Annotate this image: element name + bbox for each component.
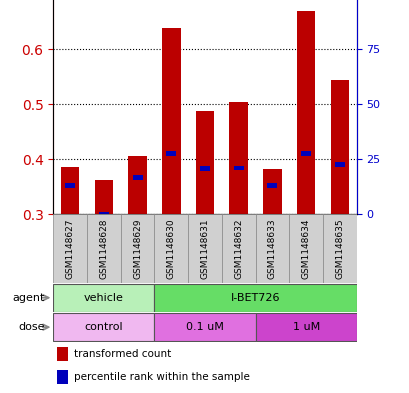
Text: 1 uM: 1 uM (292, 322, 319, 332)
Bar (61, 167, 79, 214)
Bar (120, 214, 154, 283)
Bar (53, 313, 154, 341)
Bar (296, 11, 315, 214)
Text: GSM1148629: GSM1148629 (133, 219, 142, 279)
Bar (53, 284, 154, 312)
Bar (229, 103, 247, 214)
Bar (154, 284, 356, 312)
Text: dose: dose (18, 322, 45, 332)
Bar (56, 370, 68, 384)
Bar (322, 214, 356, 283)
Text: transformed count: transformed count (73, 349, 171, 359)
Text: agent: agent (13, 293, 45, 303)
Bar (188, 214, 221, 283)
Text: GSM1148633: GSM1148633 (267, 218, 276, 279)
Bar (166, 151, 176, 156)
Bar (255, 313, 356, 341)
Text: GSM1148627: GSM1148627 (65, 219, 74, 279)
Text: GSM1148632: GSM1148632 (234, 219, 243, 279)
Bar (53, 214, 87, 283)
Bar (263, 169, 281, 214)
Bar (233, 166, 243, 170)
Bar (56, 347, 68, 361)
Bar (132, 175, 142, 180)
Bar (154, 214, 188, 283)
Bar (221, 214, 255, 283)
Text: percentile rank within the sample: percentile rank within the sample (73, 372, 249, 382)
Text: control: control (84, 322, 123, 332)
Bar (267, 184, 277, 188)
Bar (94, 180, 113, 214)
Text: GSM1148630: GSM1148630 (166, 218, 175, 279)
Bar (87, 214, 120, 283)
Text: GSM1148634: GSM1148634 (301, 219, 310, 279)
Bar (330, 81, 348, 214)
Bar (334, 162, 344, 167)
Text: 0.1 uM: 0.1 uM (186, 322, 223, 332)
Bar (289, 214, 322, 283)
Bar (162, 28, 180, 214)
Text: vehicle: vehicle (84, 293, 124, 303)
Text: GSM1148631: GSM1148631 (200, 218, 209, 279)
Bar (300, 151, 310, 156)
Bar (200, 166, 209, 171)
Text: I-BET726: I-BET726 (230, 293, 280, 303)
Text: GSM1148635: GSM1148635 (335, 218, 344, 279)
Text: GSM1148628: GSM1148628 (99, 219, 108, 279)
Bar (128, 156, 146, 214)
Bar (255, 214, 289, 283)
Bar (154, 313, 255, 341)
Bar (65, 184, 75, 188)
Bar (99, 212, 109, 217)
Bar (195, 111, 214, 214)
